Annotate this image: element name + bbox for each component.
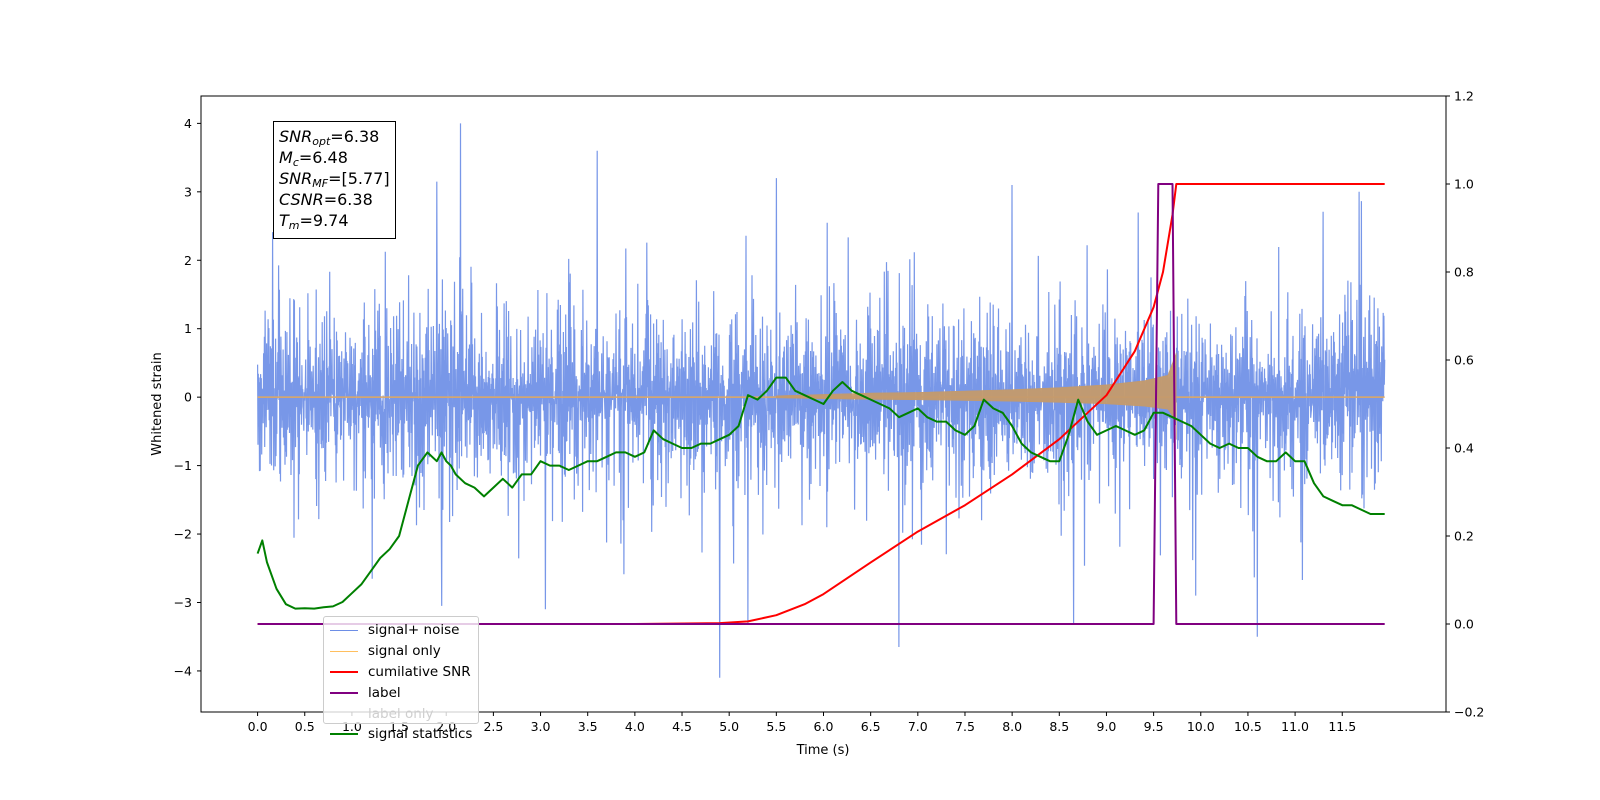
y2-tick-label: 0.6 bbox=[1454, 353, 1474, 368]
snr-opt-value: =6.38 bbox=[330, 127, 380, 146]
mc-value: =6.48 bbox=[298, 148, 348, 167]
x-tick-label: 9.5 bbox=[1144, 719, 1164, 734]
legend-swatch bbox=[330, 650, 358, 652]
legend-item-label-only: label only bbox=[330, 703, 478, 724]
legend-label: cumilative SNR bbox=[368, 663, 471, 680]
x-tick-label: 4.0 bbox=[625, 719, 645, 734]
signal-only-envelope bbox=[776, 352, 1177, 440]
x-tick-label: 3.0 bbox=[531, 719, 551, 734]
x-tick-label: 10.0 bbox=[1187, 719, 1215, 734]
legend-swatch bbox=[330, 629, 358, 631]
y2-tick-label: 0.0 bbox=[1454, 617, 1474, 632]
x-tick-label: 8.5 bbox=[1049, 719, 1069, 734]
legend-item-label: label bbox=[330, 682, 478, 703]
y2-tick-label: 1.2 bbox=[1454, 89, 1474, 104]
signal-only-series bbox=[257, 352, 1385, 440]
x-tick-label: 10.5 bbox=[1234, 719, 1262, 734]
x-tick-label: 7.5 bbox=[955, 719, 975, 734]
y-tick-label: 4 bbox=[184, 116, 192, 131]
y-tick-label: 0 bbox=[184, 390, 192, 405]
x-tick-label: 8.0 bbox=[1002, 719, 1022, 734]
legend-item-signal-noise: signal+ noise bbox=[330, 620, 478, 641]
signal-statistics-line bbox=[256, 376, 1385, 610]
y-tick-label: −1 bbox=[174, 458, 192, 473]
legend-swatch bbox=[330, 733, 358, 736]
y-tick-label: 3 bbox=[184, 184, 192, 199]
y2-tick-label: 0.2 bbox=[1454, 529, 1474, 544]
legend-label: signal+ noise bbox=[368, 622, 460, 639]
x-tick-label: 11.5 bbox=[1328, 719, 1356, 734]
y2-tick-label: 1.0 bbox=[1454, 177, 1474, 192]
x-tick-label: 4.5 bbox=[672, 719, 692, 734]
snr-opt-line: SNRopt=6.38 bbox=[279, 127, 380, 148]
legend-swatch bbox=[330, 670, 358, 673]
x-tick-label: 7.0 bbox=[908, 719, 928, 734]
label-line bbox=[257, 183, 1385, 625]
y-tick-label: 2 bbox=[184, 253, 192, 268]
x-tick-label: 9.0 bbox=[1097, 719, 1117, 734]
y2-tick-label: 0.8 bbox=[1454, 265, 1474, 280]
x-tick-label: 6.0 bbox=[814, 719, 834, 734]
legend-label: signal statistics bbox=[368, 726, 473, 743]
x-tick-label: 6.5 bbox=[861, 719, 881, 734]
x-tick-label: 5.0 bbox=[719, 719, 739, 734]
x-tick-label: 3.5 bbox=[578, 719, 598, 734]
snr-info-box: SNRopt=6.38 Mc=6.48 SNRMF=[5.77] CSNR=6.… bbox=[273, 121, 396, 239]
legend-label: signal only bbox=[368, 643, 441, 660]
snr-mf-line: SNRMF=[5.77] bbox=[279, 169, 390, 190]
y-tick-label: 1 bbox=[184, 321, 192, 336]
legend: signal+ noise signal only cumilative SNR… bbox=[323, 616, 479, 742]
x-axis-label: Time (s) bbox=[796, 743, 850, 758]
x-tick-label: 0.5 bbox=[295, 719, 315, 734]
right-axis-series bbox=[256, 183, 1385, 625]
csnr-line: CSNR=6.38 bbox=[279, 190, 373, 209]
legend-item-signal-only: signal only bbox=[330, 641, 478, 662]
x-tick-label: 11.0 bbox=[1281, 719, 1309, 734]
cumulative-snr-line bbox=[257, 183, 1385, 625]
legend-swatch bbox=[330, 691, 358, 694]
snr-mf-value: =[5.77] bbox=[328, 169, 390, 188]
y-axis-right: 1.2 1.0 0.8 0.6 0.4 0.2 0.0 −0.2 bbox=[1446, 89, 1484, 720]
signal-plus-noise-series bbox=[257, 123, 1386, 678]
y2-tick-label: −0.2 bbox=[1454, 705, 1484, 720]
csnr-value: =6.38 bbox=[323, 190, 373, 209]
x-tick-label: 2.5 bbox=[483, 719, 503, 734]
y-tick-label: −2 bbox=[174, 527, 192, 542]
signal-plus-noise-line bbox=[257, 123, 1386, 678]
legend-item-signal-statistics: signal statistics bbox=[330, 724, 478, 745]
legend-label: label bbox=[368, 684, 401, 701]
y2-tick-label: 0.4 bbox=[1454, 441, 1474, 456]
y-tick-label: −3 bbox=[174, 595, 192, 610]
legend-label: label only bbox=[368, 705, 434, 722]
mc-line: Mc=6.48 bbox=[279, 148, 348, 169]
x-tick-label: 0.0 bbox=[248, 719, 268, 734]
tm-value: =9.74 bbox=[299, 211, 349, 230]
tm-line: Tm=9.74 bbox=[279, 211, 349, 232]
y-axis-left: 4 3 2 1 0 −1 −2 −3 −4 bbox=[174, 116, 201, 678]
x-tick-label: 5.5 bbox=[766, 719, 786, 734]
y-axis-label: Whitened strain bbox=[150, 352, 165, 455]
y-tick-label: −4 bbox=[174, 663, 192, 678]
legend-item-cumulative-snr: cumilative SNR bbox=[330, 662, 478, 683]
